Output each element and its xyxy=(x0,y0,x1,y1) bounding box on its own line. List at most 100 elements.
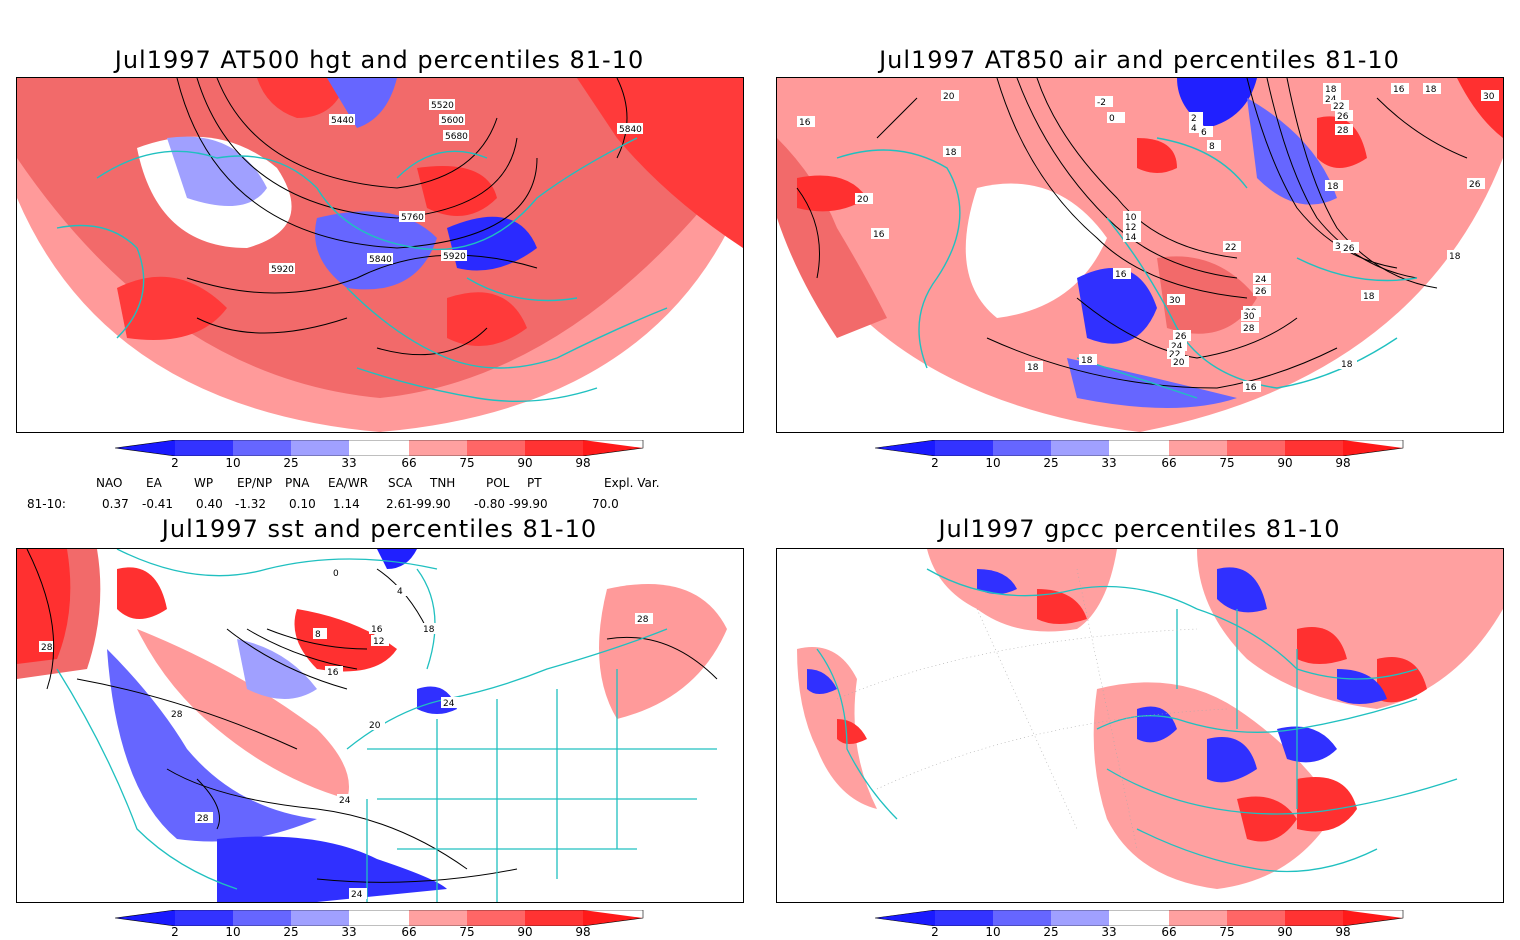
contour-label: 8 xyxy=(1209,142,1215,152)
colorbar-swatches xyxy=(114,909,644,927)
colorbar-swatches xyxy=(114,439,644,457)
colorbar-tick: 2 xyxy=(171,925,179,939)
index-header: EP/NP xyxy=(237,476,273,490)
index-header: SCA xyxy=(388,476,413,490)
contour-label: 28 xyxy=(1243,324,1255,334)
contour-label: 2 xyxy=(1191,114,1197,124)
colorbar-hgt xyxy=(114,439,645,457)
contour-label: 16 xyxy=(1245,383,1257,393)
contour-label: 32 xyxy=(1335,242,1346,252)
colorbar-tick: 66 xyxy=(401,925,417,939)
contour-label: 30 xyxy=(1169,296,1181,306)
colorbar-tick: 25 xyxy=(283,456,299,470)
colorbar-tick: 10 xyxy=(985,925,1001,939)
colorbar-tick: 90 xyxy=(1277,925,1293,939)
map-hgt: 5440 5520 5600 5680 5840 5760 5920 5840 … xyxy=(17,78,743,432)
contour-label: 26 xyxy=(1337,112,1349,122)
contour-label: 18 xyxy=(423,625,435,635)
colorbar-tick: 10 xyxy=(225,925,241,939)
colorbar-tick: 2 xyxy=(931,925,939,939)
index-value: 70.0 xyxy=(592,497,619,511)
colorbar-tick: 75 xyxy=(1219,925,1235,939)
colorbar-tick: 2 xyxy=(931,456,939,470)
contour-label: 18 xyxy=(945,148,957,158)
colorbar-tick: 66 xyxy=(1161,456,1177,470)
contour-label: 22 xyxy=(1333,102,1344,112)
contour-label: 5760 xyxy=(401,213,424,223)
index-header: NAO xyxy=(96,476,123,490)
contour-label: 12 xyxy=(373,637,384,647)
colorbar-tick: 98 xyxy=(575,925,591,939)
colorbar-tick: 66 xyxy=(401,456,417,470)
contour-label: 6 xyxy=(1201,128,1207,138)
contour-label: 22 xyxy=(1169,350,1180,360)
contour-label: 5840 xyxy=(369,255,392,265)
colorbar-tick: 10 xyxy=(225,456,241,470)
contour-label: 5600 xyxy=(441,116,464,126)
colorbar-tick: 75 xyxy=(459,925,475,939)
index-value: 0.40 xyxy=(196,497,223,511)
contour-label: 4 xyxy=(397,587,403,597)
contour-label: 24 xyxy=(339,796,351,806)
panel-title-sst: Jul1997 sst and percentiles 81-10 xyxy=(161,515,598,543)
index-value: -1.32 xyxy=(235,497,267,511)
contour-label: 30 xyxy=(1243,312,1255,322)
contour-label: 18 xyxy=(1425,85,1437,95)
colorbar-swatches xyxy=(874,439,1404,457)
contour-label: 20 xyxy=(857,195,869,205)
colorbar-tick: 75 xyxy=(1219,456,1235,470)
colorbar-tick: 90 xyxy=(1277,456,1293,470)
colorbar-tick: 75 xyxy=(459,456,475,470)
colorbar-tick: 90 xyxy=(517,925,533,939)
contour-label: 16 xyxy=(327,668,339,678)
index-value: 1.14 xyxy=(333,497,360,511)
contour-label: 16 xyxy=(1115,270,1127,280)
contour-label: 22 xyxy=(1225,243,1236,253)
contour-label: -2 xyxy=(1097,98,1106,108)
contour-label: 0 xyxy=(333,569,339,579)
colorbar-tick: 2 xyxy=(171,456,179,470)
contour-label: 5920 xyxy=(271,265,294,275)
index-value: 0.37 xyxy=(102,497,129,511)
map-panel-gpcc xyxy=(776,548,1504,903)
colorbar-swatches xyxy=(874,909,1404,927)
contour-label: 12 xyxy=(1125,223,1136,233)
contour-label: 5680 xyxy=(445,132,468,142)
index-header: WP xyxy=(194,476,214,490)
panel-title-hgt: Jul1997 AT500 hgt and percentiles 81-10 xyxy=(114,46,645,74)
index-value: -0.80 xyxy=(474,497,506,511)
colorbar-tick: 98 xyxy=(1335,925,1351,939)
contour-label: 28 xyxy=(1337,126,1349,136)
index-header: POL xyxy=(486,476,510,490)
contour-label: 5440 xyxy=(331,116,354,126)
contour-label: 28 xyxy=(197,814,209,824)
contour-label: 26 xyxy=(1175,332,1187,342)
colorbar-gpcc xyxy=(874,909,1405,927)
index-header: EA xyxy=(146,476,162,490)
index-value: -99.90 xyxy=(412,497,451,511)
index-value: 2.61 xyxy=(386,497,413,511)
contour-label: 18 xyxy=(1325,85,1337,95)
contour-label: 18 xyxy=(1027,363,1039,373)
contour-label: 0 xyxy=(1109,114,1115,124)
map-gpcc xyxy=(797,549,1503,889)
colorbar-tick: 25 xyxy=(1043,925,1059,939)
contour-label: 24 xyxy=(1171,342,1183,352)
contour-label: 18 xyxy=(1449,252,1461,262)
contour-label: 5840 xyxy=(619,125,642,135)
index-row-label: 81-10: xyxy=(27,497,66,511)
contour-label: 28 xyxy=(171,710,183,720)
contour-label: 16 xyxy=(873,230,885,240)
colorbar-tick: 33 xyxy=(341,456,357,470)
colorbar-tick: 10 xyxy=(985,456,1001,470)
contour-label: 24 xyxy=(1255,275,1267,285)
map-panel-air: 20 18 16 20 16 -2 0 2 4 6 8 10 12 14 16 … xyxy=(776,77,1504,433)
map-panel-sst: 28 28 28 24 28 8 12 16 16 18 20 24 4 0 2… xyxy=(16,548,744,903)
map-sst: 28 28 28 24 28 8 12 16 16 18 20 24 4 0 2… xyxy=(17,549,727,902)
contour-label: 20 xyxy=(943,92,955,102)
contour-label: 5920 xyxy=(443,252,466,262)
map-air: 20 18 16 20 16 -2 0 2 4 6 8 10 12 14 16 … xyxy=(777,78,1503,432)
index-value: -0.41 xyxy=(142,497,174,511)
contour-label: 26 xyxy=(1343,244,1355,254)
panel-title-air: Jul1997 AT850 air and percentiles 81-10 xyxy=(879,46,1400,74)
